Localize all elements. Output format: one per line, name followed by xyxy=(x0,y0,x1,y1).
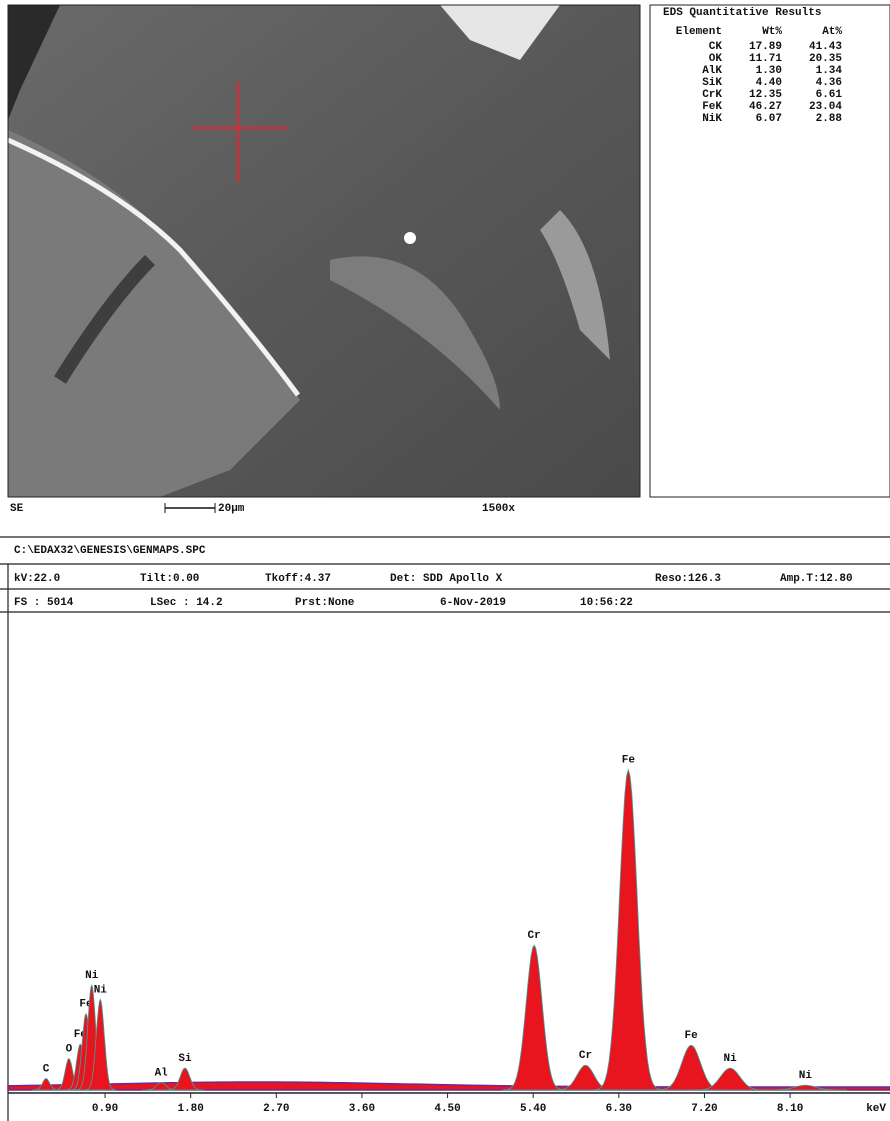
table-cell: 2.88 xyxy=(816,113,843,125)
info-item: kV:22.0 xyxy=(14,573,60,585)
info-item: Tilt:0.00 xyxy=(140,573,199,585)
x-tick-label: 7.20 xyxy=(691,1103,717,1115)
eds-report: EDS Quantitative Results SE 20µm 1500x C… xyxy=(0,0,890,1121)
scale-label: 20µm xyxy=(218,503,245,515)
table-cell: 4.36 xyxy=(816,77,842,89)
peak-label: O xyxy=(66,1043,73,1055)
detector: SE xyxy=(10,503,24,515)
table-cell: 41.43 xyxy=(809,41,842,53)
table-cell: AlK xyxy=(702,65,722,77)
x-tick-label: 5.40 xyxy=(520,1103,546,1115)
table-header: At% xyxy=(822,26,842,38)
info-item: FS : 5014 xyxy=(14,597,74,609)
peak-label: Fe xyxy=(622,755,636,767)
table-cell: 20.35 xyxy=(809,53,842,65)
table-cell: CrK xyxy=(702,89,722,101)
x-axis-label: keV xyxy=(866,1103,886,1115)
peak-label: Al xyxy=(155,1067,169,1079)
table-header: Wt% xyxy=(762,26,782,38)
table-cell: 11.71 xyxy=(749,53,782,65)
table-cell: 23.04 xyxy=(809,101,842,113)
scale-bar xyxy=(165,503,215,513)
x-tick-label: 8.10 xyxy=(777,1103,803,1115)
peak xyxy=(502,945,566,1090)
peak-label: Cr xyxy=(528,930,541,942)
peak-label: Ni xyxy=(724,1053,738,1065)
table-cell: NiK xyxy=(702,113,722,125)
table-cell: 6.07 xyxy=(756,113,782,125)
table-cell: OK xyxy=(709,53,723,65)
peak-label: Ni xyxy=(799,1070,813,1082)
magnification: 1500x xyxy=(482,503,515,515)
results-title: EDS Quantitative Results xyxy=(663,7,821,19)
peak-label: Si xyxy=(178,1053,192,1065)
x-tick-label: 4.50 xyxy=(434,1103,460,1115)
x-tick-label: 2.70 xyxy=(263,1103,289,1115)
x-tick-label: 3.60 xyxy=(349,1103,375,1115)
info-item: Amp.T:12.80 xyxy=(780,573,853,585)
peak-label: Cr xyxy=(579,1050,592,1062)
x-tick-label: 6.30 xyxy=(606,1103,632,1115)
table-cell: SiK xyxy=(702,77,722,89)
table-cell: 6.61 xyxy=(816,89,843,101)
peak-label: Ni xyxy=(94,984,108,996)
peak xyxy=(593,770,664,1090)
table-cell: 46.27 xyxy=(749,101,782,113)
peak-label: Ni xyxy=(85,970,99,982)
table-cell: 4.40 xyxy=(756,77,782,89)
x-tick-label: 1.80 xyxy=(177,1103,203,1115)
info-item: Reso:126.3 xyxy=(655,573,721,585)
table-header: Element xyxy=(676,26,722,38)
table-cell: FeK xyxy=(702,101,722,113)
table-cell: CK xyxy=(709,41,723,53)
info-item: Det: SDD Apollo X xyxy=(390,573,503,585)
sem-image xyxy=(8,5,640,497)
table-cell: 1.34 xyxy=(816,65,843,77)
info-item: 10:56:22 xyxy=(580,597,633,609)
continuum xyxy=(8,1082,890,1090)
info-item: Prst:None xyxy=(295,597,355,609)
x-tick-label: 0.90 xyxy=(92,1103,118,1115)
table-cell: 1.30 xyxy=(756,65,782,77)
table-cell: 17.89 xyxy=(749,41,782,53)
info-item: Tkoff:4.37 xyxy=(265,573,331,585)
peak-label: Fe xyxy=(685,1030,699,1042)
file-path: C:\EDAX32\GENESIS\GENMAPS.SPC xyxy=(14,545,206,557)
info-item: 6-Nov-2019 xyxy=(440,597,506,609)
peak-label: C xyxy=(43,1063,50,1075)
table-cell: 12.35 xyxy=(749,89,782,101)
info-item: LSec : 14.2 xyxy=(150,597,223,609)
